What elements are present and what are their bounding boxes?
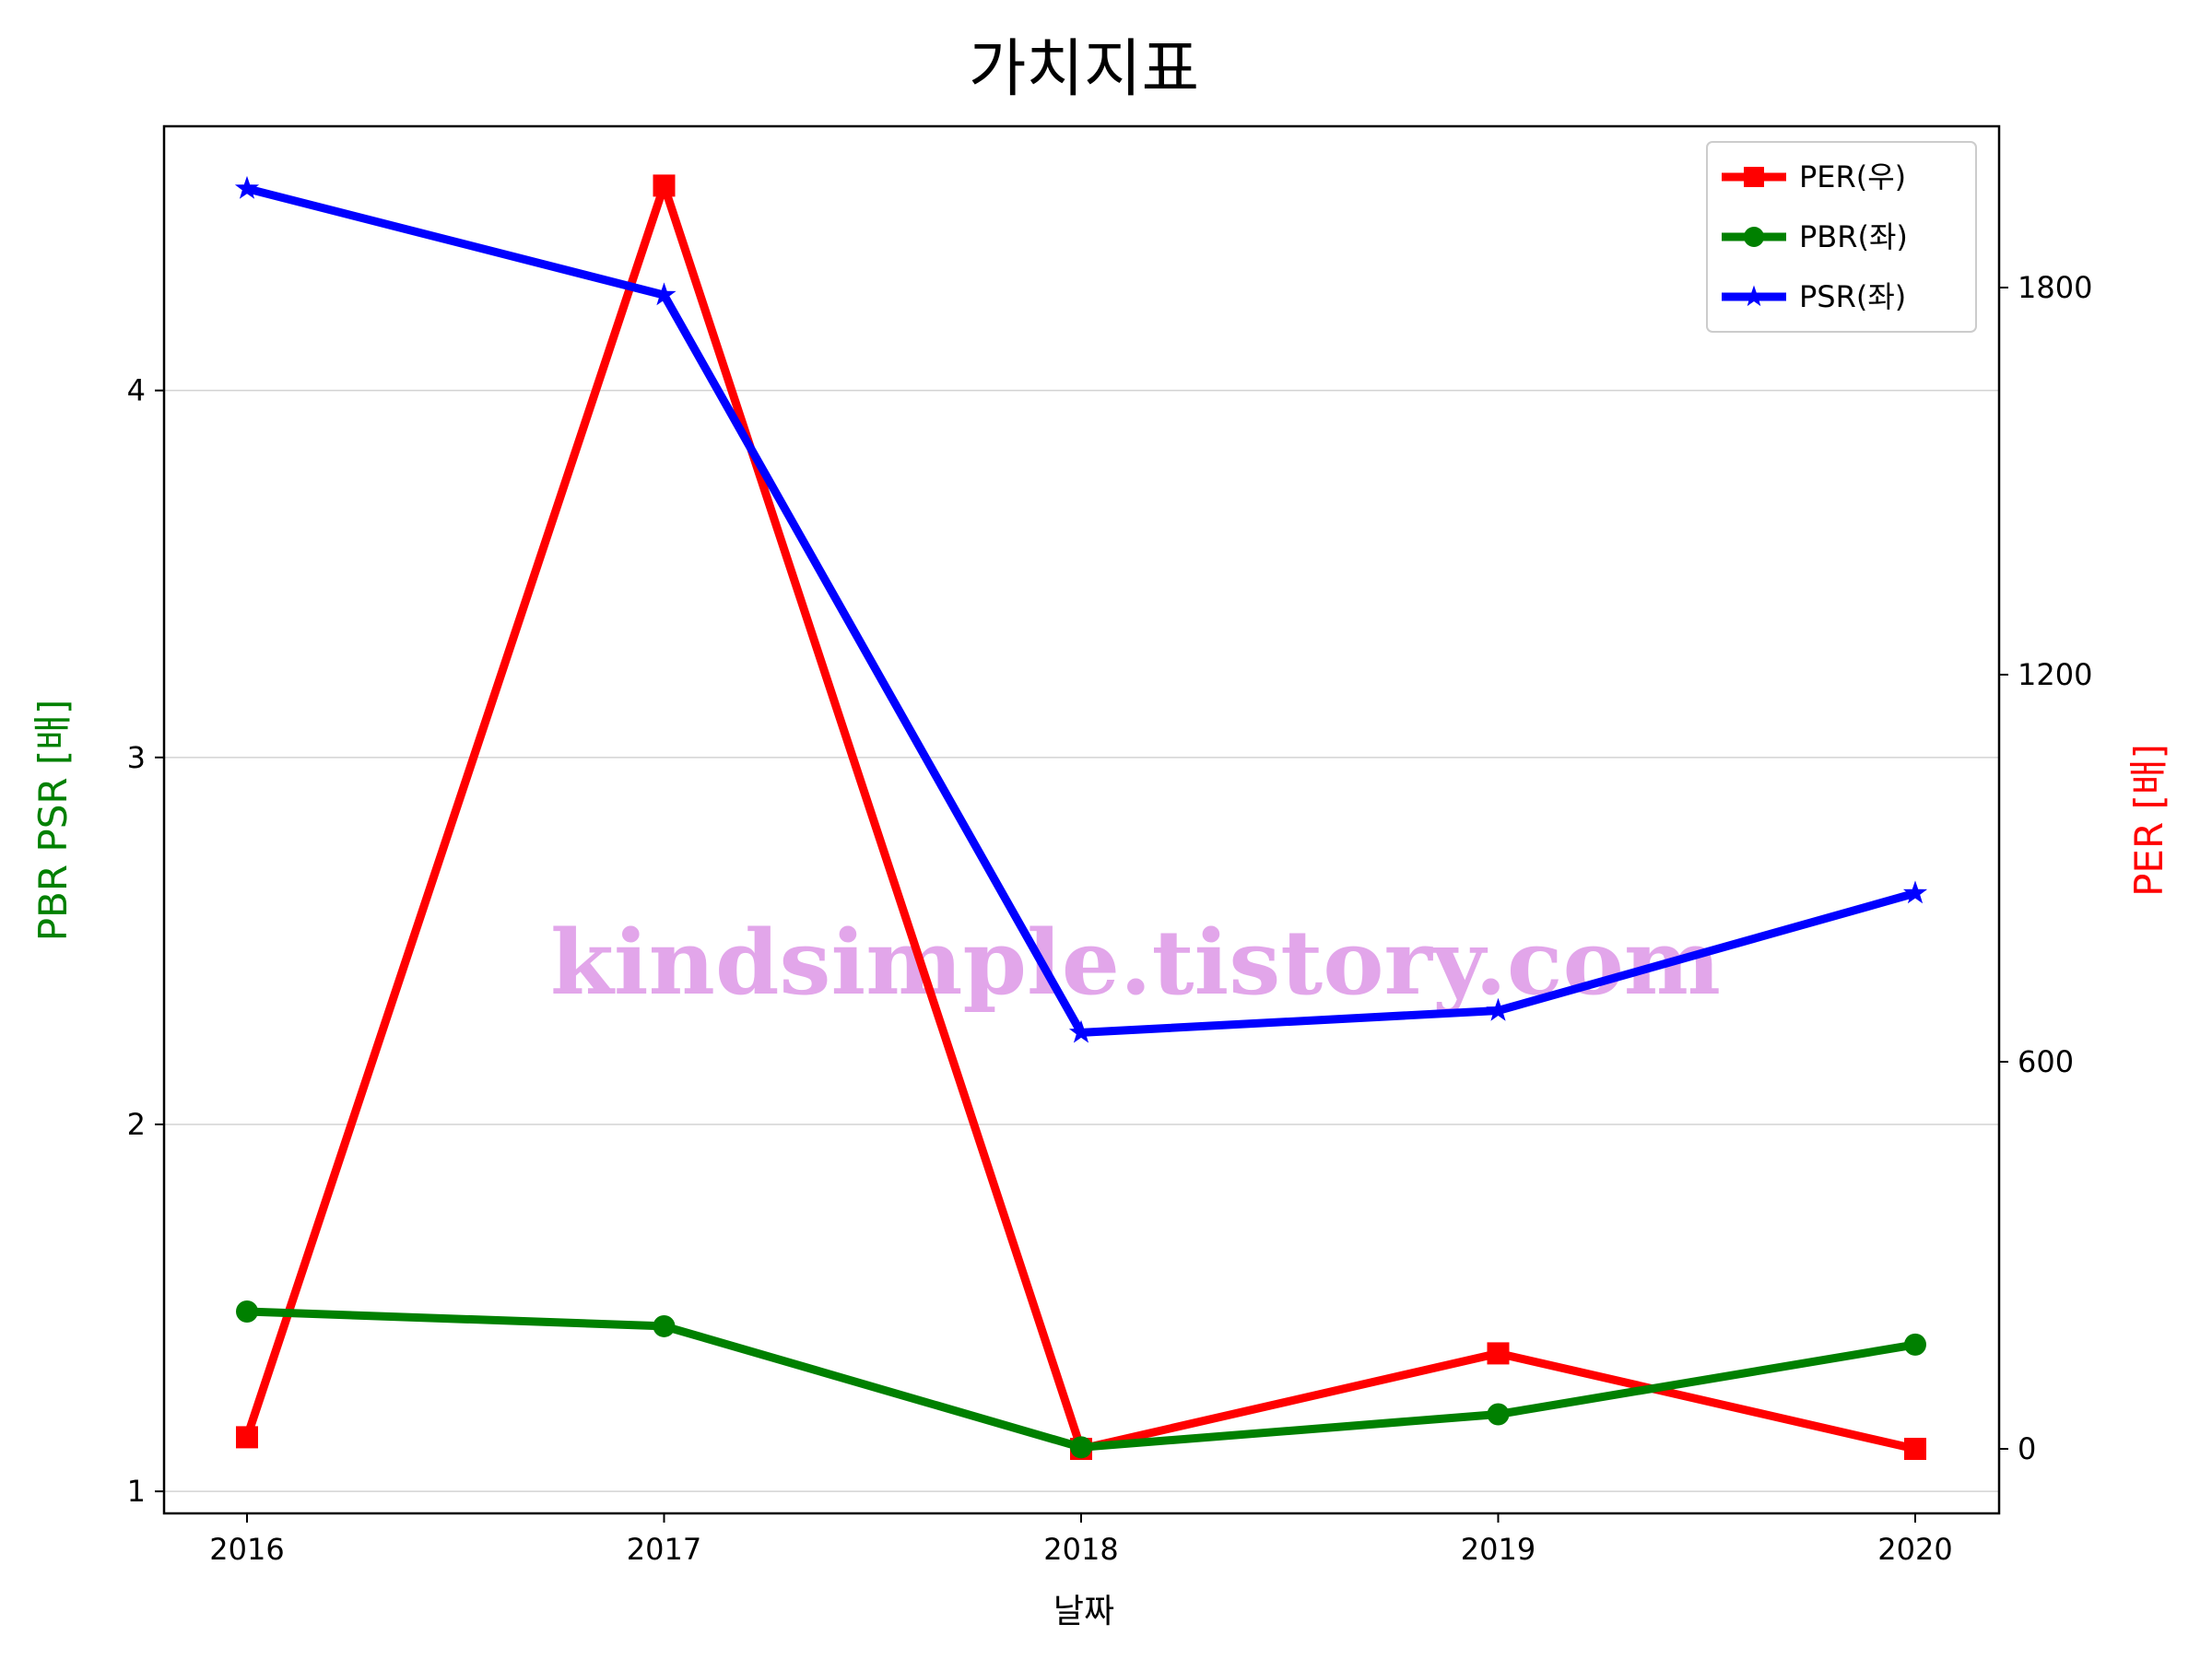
data-point-per <box>1487 1342 1510 1365</box>
data-point-psr <box>1068 1019 1094 1043</box>
watermark-layer: kindsimple.tistory.com <box>550 911 1721 1015</box>
x-tick-label: 2016 <box>209 1532 284 1567</box>
legend-item-per: PER(우) <box>1722 159 1906 194</box>
x-tick-label: 2020 <box>1877 1532 1952 1567</box>
data-point-psr <box>652 282 677 306</box>
legend-marker <box>1744 227 1764 247</box>
y-axis-left-label: PBR PSR [배] <box>30 700 76 942</box>
y-right-tick-label: 1800 <box>2018 270 2092 305</box>
y-right-tick-label: 1200 <box>2018 657 2092 692</box>
data-point-psr <box>234 175 260 199</box>
x-tick-label: 2019 <box>1461 1532 1535 1567</box>
data-point-pbr <box>1487 1403 1510 1426</box>
y-right-tick-label: 600 <box>2018 1044 2074 1079</box>
x-tick-label: 2017 <box>627 1532 701 1567</box>
legend-label: PSR(좌) <box>1799 279 1906 314</box>
data-point-psr <box>1902 880 1928 904</box>
series-layer <box>234 174 1928 1460</box>
data-point-psr <box>1486 997 1511 1021</box>
y-left-tick-label: 4 <box>127 373 146 408</box>
legend-item-psr: PSR(좌) <box>1722 279 1906 314</box>
legend-marker <box>1744 167 1764 187</box>
data-point-per <box>236 1426 258 1449</box>
y-axis-right-label: PER [배] <box>2126 744 2171 897</box>
x-tick-label: 2018 <box>1043 1532 1118 1567</box>
watermark-text: kindsimple.tistory.com <box>550 911 1721 1015</box>
legend-marker <box>1743 285 1765 307</box>
data-point-pbr <box>236 1300 258 1324</box>
data-point-per <box>1904 1438 1926 1460</box>
y-right-tick-label: 0 <box>2018 1431 2036 1466</box>
data-point-pbr <box>653 1314 676 1337</box>
legend: PER(우) PBR(좌) PSR(좌) <box>1706 141 1977 333</box>
series-pbr <box>236 1300 1926 1459</box>
legend-label: PBR(좌) <box>1799 219 1908 254</box>
y-left-tick-label: 2 <box>127 1107 146 1142</box>
data-point-per <box>653 174 676 197</box>
legend-label: PER(우) <box>1799 159 1906 194</box>
legend-box <box>1706 141 1977 333</box>
data-point-pbr <box>1904 1333 1926 1356</box>
y-left-tick-label: 1 <box>127 1474 146 1509</box>
series-psr <box>234 175 1928 1043</box>
axes-layer: 2016 2017 2018 2019 2020 1 2 3 4 0 600 1200 1800 <box>127 124 2092 1567</box>
y-left-tick-label: 3 <box>127 740 146 775</box>
x-axis-label: 날짜 <box>1053 1593 1114 1630</box>
data-point-pbr <box>1070 1436 1092 1459</box>
legend-item-pbr: PBR(좌) <box>1722 219 1908 254</box>
chart-title: 가치지표 <box>969 33 1199 106</box>
